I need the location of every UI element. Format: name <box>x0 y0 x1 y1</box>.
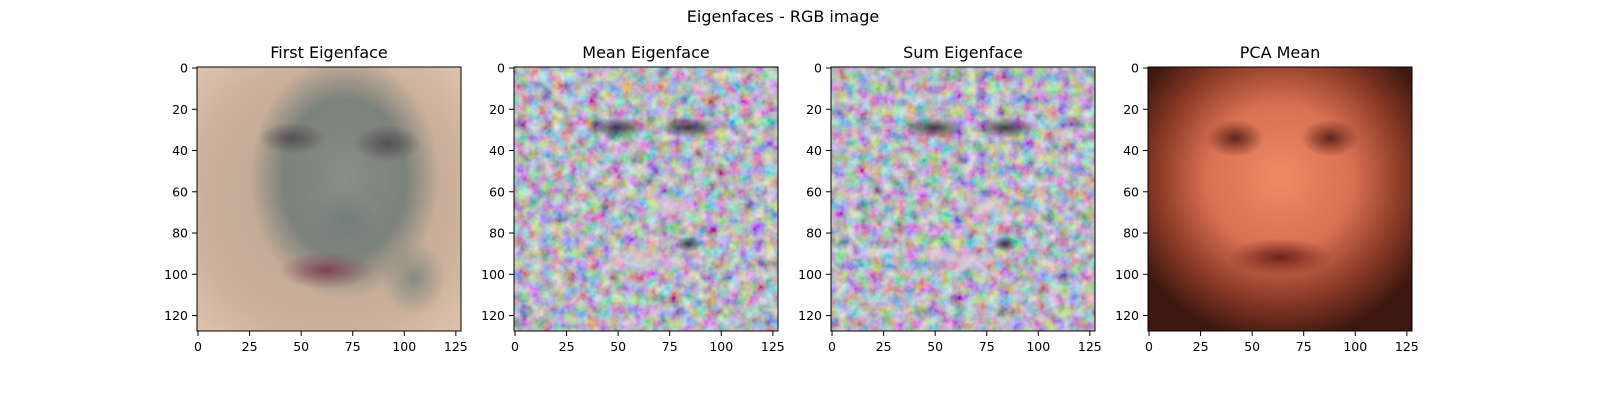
first-eigenface-panel: First Eigenface 0 25 50 75 100 125 0 20 40 60 80 100… <box>164 43 468 354</box>
mean-eigenface-title: Mean Eigenface <box>582 43 709 62</box>
sum-eigenface-frame <box>830 66 1096 332</box>
sum-eigenface-left-eye <box>902 117 966 139</box>
first-eigenface-image-group <box>197 67 461 331</box>
mean-eigenface-ytick-label: 100 <box>481 267 505 282</box>
first-eigenface-xtick-label: 125 <box>444 339 468 354</box>
sum-eigenface-ytick-label: 40 <box>806 143 822 158</box>
mean-eigenface-ytick-label: 60 <box>489 184 505 199</box>
first-eigenface-ytick-label: 80 <box>172 226 188 241</box>
sum-eigenface-panel: Sum Eigenface 0 25 50 75 100 125 0 20 40 60 80 100 12… <box>798 43 1102 354</box>
mean-eigenface-frame <box>513 66 779 332</box>
sum-eigenface-xtick-label: 50 <box>927 339 943 354</box>
pca-mean-ytick-label: 0 <box>1131 61 1139 76</box>
sum-eigenface-nose <box>963 191 1016 223</box>
axes-layer: First Eigenface 0 25 50 75 100 125 0 20 40 60 80 100… <box>164 43 1419 354</box>
mean-eigenface-ytick-label: 80 <box>489 226 505 241</box>
mean-eigenface-left-eye <box>585 117 649 139</box>
first-eigenface-title: First Eigenface <box>270 43 388 62</box>
mean-eigenface-xtick-label: 25 <box>559 339 575 354</box>
mean-eigenface-xtick-label: 125 <box>761 339 785 354</box>
sum-eigenface-image <box>831 67 1095 331</box>
first-eigenface-nose <box>313 193 377 247</box>
sum-eigenface-right-eye <box>973 117 1037 139</box>
mean-eigenface-xtick-label: 0 <box>511 339 519 354</box>
pca-mean-ytick-label: 20 <box>1123 102 1139 117</box>
mean-eigenface-image-group <box>514 67 778 331</box>
mean-eigenface-xtick-label: 50 <box>610 339 626 354</box>
pca-mean-ytick-label: 40 <box>1123 143 1139 158</box>
pca-mean-left-eye <box>1206 119 1265 157</box>
pca-mean-image <box>1148 67 1412 331</box>
pca-mean-ytick-label: 60 <box>1123 184 1139 199</box>
mean-eigenface-nose <box>646 191 699 223</box>
sum-eigenface-xtick-label: 125 <box>1078 339 1102 354</box>
sum-eigenface-ytick-label: 80 <box>806 226 822 241</box>
pca-mean-ytick-label: 80 <box>1123 226 1139 241</box>
first-eigenface-ytick-label: 40 <box>172 143 188 158</box>
first-eigenface-ytick-label: 20 <box>172 102 188 117</box>
first-eigenface-xtick-label: 0 <box>194 339 202 354</box>
mean-eigenface-lips <box>593 246 699 273</box>
mean-eigenface-mouth-spot <box>675 235 702 252</box>
first-eigenface-xtick-label: 75 <box>345 339 361 354</box>
first-eigenface-lips <box>278 251 374 289</box>
first-eigenface-ytick-label: 60 <box>172 184 188 199</box>
mean-eigenface-ytick-label: 0 <box>497 61 505 76</box>
first-eigenface-frame <box>196 66 462 332</box>
pca-mean-right-eye <box>1301 119 1360 157</box>
sum-eigenface-ytick-label: 100 <box>798 267 822 282</box>
pca-mean-xtick-label: 125 <box>1395 339 1419 354</box>
first-eigenface-right-eye <box>352 125 422 163</box>
mean-eigenface-ytick-label: 20 <box>489 102 505 117</box>
first-eigenface-ytick-label: 100 <box>164 267 188 282</box>
pca-mean-xtick-label: 100 <box>1343 339 1367 354</box>
first-eigenface-left-eye <box>257 122 327 155</box>
pca-mean-xtick-label: 50 <box>1244 339 1260 354</box>
pca-mean-ytick-label: 120 <box>1115 308 1139 323</box>
mean-eigenface-right-eye <box>656 117 720 139</box>
sum-eigenface-xtick-label: 25 <box>876 339 892 354</box>
first-eigenface-xtick-label: 100 <box>392 339 416 354</box>
sum-eigenface-title: Sum Eigenface <box>903 43 1023 62</box>
sum-eigenface-ytick-label: 20 <box>806 102 822 117</box>
sum-eigenface-image-group <box>831 67 1095 331</box>
sum-eigenface-xtick-label: 75 <box>979 339 995 354</box>
pca-mean-xtick-label: 0 <box>1145 339 1153 354</box>
mean-eigenface-panel: Mean Eigenface 0 25 50 75 100 125 0 20 40 60 80 100 1… <box>481 43 785 354</box>
sum-eigenface-mouth-spot <box>992 235 1019 252</box>
pca-mean-lips <box>1227 238 1333 276</box>
pca-mean-ytick-label: 100 <box>1115 267 1139 282</box>
mean-eigenface-xtick-label: 100 <box>709 339 733 354</box>
first-eigenface-ytick-label: 120 <box>164 308 188 323</box>
pca-mean-image-group <box>1148 67 1412 331</box>
first-eigenface-xtick-label: 25 <box>242 339 258 354</box>
mean-eigenface-xtick-label: 75 <box>662 339 678 354</box>
mean-eigenface-image <box>514 67 778 331</box>
first-eigenface-ytick-label: 0 <box>180 61 188 76</box>
mean-eigenface-ytick-label: 40 <box>489 143 505 158</box>
sum-eigenface-xtick-label: 0 <box>828 339 836 354</box>
pca-mean-frame <box>1147 66 1413 332</box>
pca-mean-xtick-label: 75 <box>1296 339 1312 354</box>
first-eigenface-jaw-shade <box>381 241 446 316</box>
figure-suptitle: Eigenfaces - RGB image <box>687 7 879 26</box>
sum-eigenface-ytick-label: 120 <box>798 308 822 323</box>
pca-mean-panel: PCA Mean 0 25 50 75 100 125 0 20 40 60 80 100 120 <box>1115 43 1419 354</box>
sum-eigenface-lips <box>910 246 1016 273</box>
sum-eigenface-ytick-label: 0 <box>814 61 822 76</box>
sum-eigenface-ytick-label: 60 <box>806 184 822 199</box>
pca-mean-title: PCA Mean <box>1240 43 1320 62</box>
sum-eigenface-xtick-label: 100 <box>1026 339 1050 354</box>
mean-eigenface-ytick-label: 120 <box>481 308 505 323</box>
first-eigenface-xtick-label: 50 <box>293 339 309 354</box>
pca-mean-xtick-label: 25 <box>1193 339 1209 354</box>
